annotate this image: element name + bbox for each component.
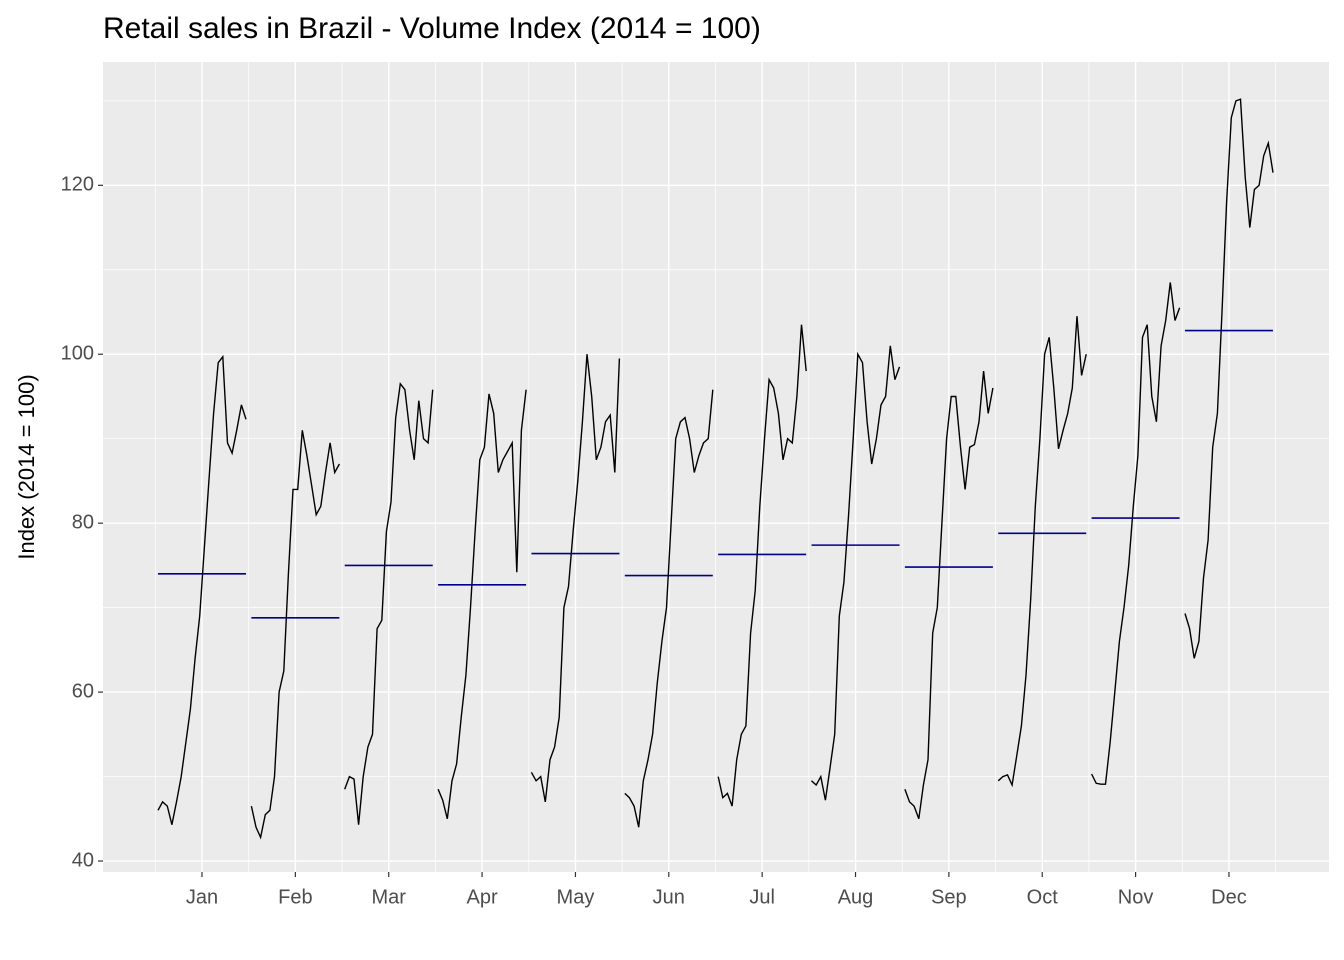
x-tick-label: Jan (186, 886, 218, 908)
x-tick-label: Mar (371, 886, 406, 908)
y-tick-label: 60 (72, 680, 94, 702)
x-tick-label: Nov (1118, 886, 1154, 908)
y-tick-label: 100 (61, 343, 94, 365)
subseries-line (437, 389, 527, 819)
subseries-line (344, 382, 434, 825)
subseries-line (997, 316, 1087, 788)
x-tick-label: Feb (278, 886, 312, 908)
x-tick-label: Jun (653, 886, 685, 908)
y-tick-label: 120 (61, 174, 94, 196)
subseries-line (250, 430, 341, 840)
subseries-line (157, 354, 247, 825)
y-tick-label: 80 (72, 511, 94, 533)
x-tick-label: Apr (467, 886, 498, 908)
subseries-line (904, 371, 994, 820)
x-tick-label: Dec (1211, 886, 1247, 908)
subseries-line (1090, 282, 1181, 785)
x-tick-label: Jul (749, 886, 775, 908)
y-tick-label: 40 (72, 849, 94, 871)
subseries-line (530, 354, 621, 803)
x-tick-label: Sep (931, 886, 967, 908)
plot-panel (103, 62, 1329, 872)
subseries-line (717, 324, 807, 807)
subseries-line (1184, 98, 1274, 659)
x-tick-label: Aug (838, 886, 874, 908)
subseries-line (624, 389, 714, 828)
y-axis-label: Index (2014 = 100) (14, 374, 39, 559)
x-tick-label: May (557, 886, 595, 908)
subseries-line (811, 345, 901, 801)
x-tick-label: Oct (1027, 886, 1059, 908)
chart-title: Retail sales in Brazil - Volume Index (2… (103, 12, 761, 45)
